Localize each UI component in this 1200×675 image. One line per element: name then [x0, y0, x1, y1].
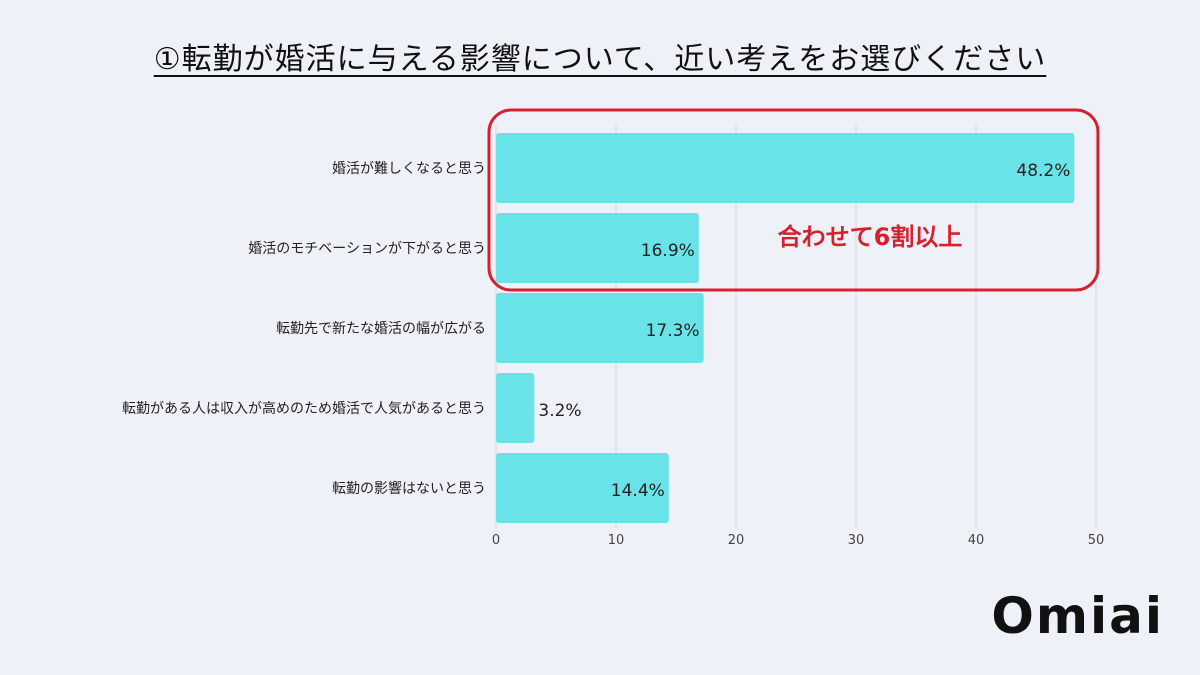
data-label: 48.2%: [1016, 161, 1070, 181]
bar: [496, 453, 669, 523]
callout-text: 合わせて6割以上: [778, 223, 963, 251]
x-tick-label: 10: [608, 533, 625, 548]
data-label: 17.3%: [646, 321, 700, 341]
x-tick-label: 40: [968, 533, 985, 548]
x-tick-label: 30: [848, 533, 865, 548]
x-tick-label: 50: [1088, 533, 1105, 548]
bar: [496, 373, 535, 443]
callout-box: [487, 108, 1100, 292]
category-label: 転勤がある人は収入が高めのため婚活で人気があると思う: [122, 400, 486, 417]
chart-title: ①転勤が婚活に与える影響について、近い考えをお選びください: [153, 42, 1047, 77]
x-tick-label: 0: [492, 533, 500, 548]
category-label: 転勤の影響はないと思う: [332, 480, 486, 497]
category-label: 婚活のモチベーションが下がると思う: [248, 241, 486, 257]
category-label: 婚活が難しくなると思う: [332, 161, 486, 177]
bar: [496, 213, 699, 283]
bar: [496, 293, 704, 363]
data-label: 3.2%: [538, 401, 581, 421]
data-label: 16.9%: [641, 241, 695, 261]
x-tick-label: 20: [728, 533, 745, 548]
data-label: 14.4%: [611, 481, 665, 501]
category-label: 転勤先で新たな婚活の幅が広がる: [276, 321, 486, 337]
bar: [496, 133, 1075, 203]
omiai-logo: Omiai: [991, 587, 1164, 645]
